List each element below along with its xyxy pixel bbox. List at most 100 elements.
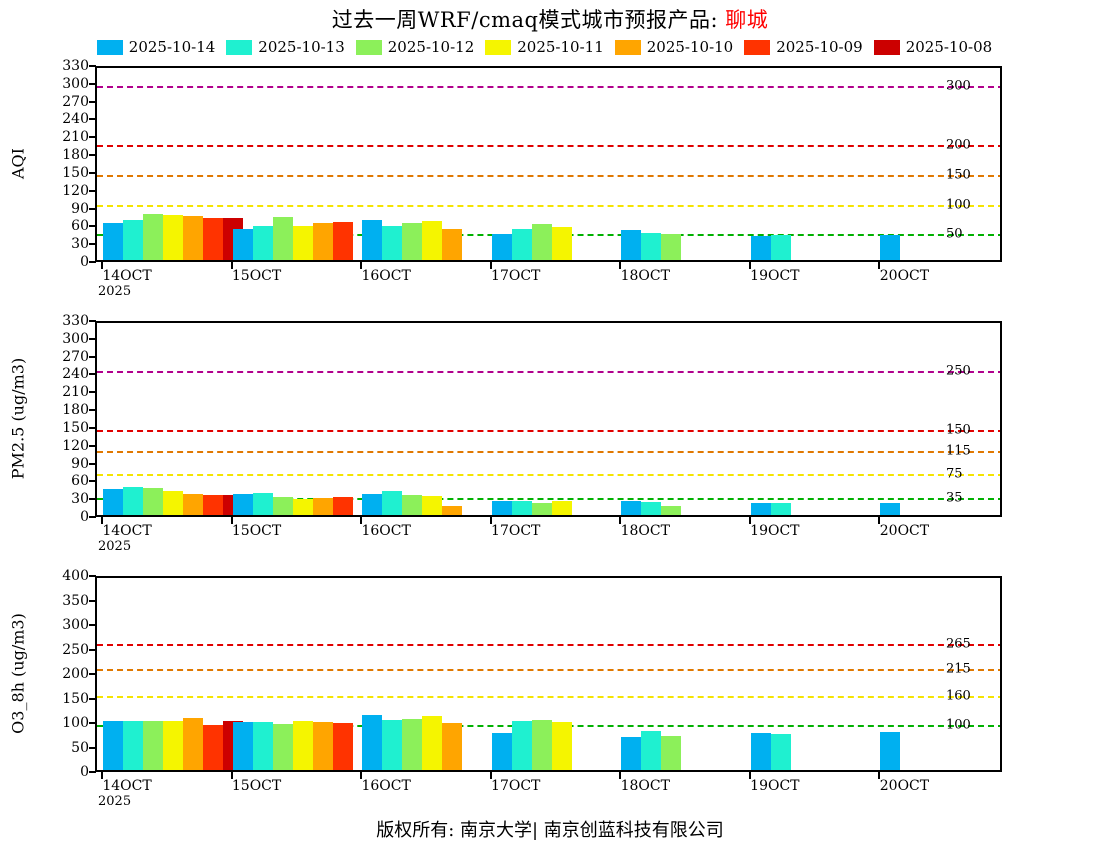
y-tick-mark [89, 624, 96, 626]
x-tick-label: 20OCT [879, 778, 930, 794]
y-tick-label: 250 [62, 641, 89, 658]
bar [232, 228, 253, 260]
legend-swatch [744, 39, 771, 55]
y-tick-mark [89, 355, 96, 358]
y-tick-label: 60 [71, 218, 89, 235]
y-tick-mark [89, 722, 96, 724]
bar [621, 500, 642, 515]
bar [442, 505, 463, 515]
x-tick-mark [489, 517, 492, 524]
y-tick-label: 0 [80, 254, 89, 270]
bar [511, 229, 532, 260]
x-tick-label: 20OCT [879, 268, 930, 284]
bar [661, 233, 682, 260]
bar [312, 223, 333, 260]
bar [661, 506, 682, 515]
x-tick-mark [619, 262, 622, 269]
y-tick-label: 400 [62, 568, 89, 584]
threshold-label: 100 [946, 197, 971, 213]
threshold-label: 100 [946, 717, 971, 733]
y-axis-label: O3_8h (ug/m3) [8, 613, 28, 734]
y-tick-mark [89, 575, 96, 577]
y-tick-label: 270 [62, 93, 89, 110]
x-tick-mark [101, 517, 103, 524]
y-axis-label: AQI [8, 148, 28, 179]
bar [203, 217, 223, 260]
bar [382, 491, 403, 515]
bar [183, 718, 203, 770]
legend-label: 2025-10-10 [646, 38, 734, 56]
bar [621, 230, 642, 260]
bar [123, 720, 143, 770]
y-tick-label: 150 [62, 419, 89, 436]
bar [661, 736, 682, 770]
bar [750, 235, 771, 260]
bar [511, 720, 532, 770]
bar [272, 217, 293, 260]
y-tick-label: 210 [62, 129, 89, 146]
legend-item: 2025-10-11 [485, 38, 604, 56]
x-axis-year-label: 2025 [98, 539, 132, 554]
y-tick-mark [89, 337, 96, 340]
x-tick-mark [230, 517, 233, 524]
y-tick-mark [89, 65, 96, 67]
bar [402, 222, 423, 260]
x-tick-label: 17OCT [491, 778, 541, 794]
bar [143, 721, 163, 770]
threshold-line [97, 668, 1000, 671]
bar [770, 503, 791, 515]
x-tick-label: 18OCT [620, 523, 670, 539]
bar [422, 221, 443, 260]
x-tick-mark [748, 262, 751, 269]
bar [491, 233, 512, 260]
y-tick-mark [89, 82, 96, 85]
x-tick-mark [748, 517, 751, 524]
bar [770, 734, 791, 770]
x-axis-year-label: 2025 [98, 794, 132, 809]
y-tick-label: 300 [62, 617, 89, 633]
y-tick-mark [89, 225, 96, 228]
x-tick-label: 18OCT [620, 778, 670, 794]
legend-item: 2025-10-09 [744, 38, 863, 56]
x-tick-mark [489, 772, 492, 779]
bar [143, 213, 163, 260]
y-tick-mark [89, 746, 96, 749]
threshold-label: 75 [946, 466, 963, 482]
bar [422, 496, 443, 515]
y-tick-mark [89, 207, 96, 210]
y-tick-mark [89, 409, 96, 412]
x-tick-label: 20OCT [879, 523, 930, 539]
x-tick-label: 19OCT [750, 268, 800, 284]
bar [641, 501, 662, 515]
y-tick-label: 100 [62, 715, 89, 731]
bar [402, 495, 423, 515]
x-tick-mark [878, 517, 881, 524]
x-tick-mark [489, 262, 492, 269]
y-tick-label: 240 [62, 111, 89, 128]
y-tick-mark [89, 771, 96, 773]
legend-swatch [614, 39, 641, 55]
y-tick-label: 90 [71, 455, 89, 472]
threshold-label: 200 [946, 137, 971, 153]
bar [422, 715, 443, 770]
x-tick-mark [360, 517, 363, 524]
bar [770, 235, 791, 260]
legend-swatch [355, 39, 382, 55]
bar [551, 227, 572, 260]
bar [382, 719, 403, 770]
plot-area: 50 100 150 200 300 [95, 66, 1002, 262]
legend-label: 2025-10-08 [905, 38, 993, 56]
bar [292, 498, 313, 515]
y-tick-label: 200 [62, 666, 89, 682]
bar [402, 718, 423, 770]
x-tick-label: 16OCT [361, 523, 411, 539]
bar [163, 721, 183, 770]
y-tick-mark [89, 136, 96, 139]
x-tick-mark [101, 262, 103, 269]
y-tick-label: 330 [62, 58, 89, 74]
y-tick-mark [89, 599, 96, 602]
x-tick-mark [230, 262, 233, 269]
y-tick-label: 350 [62, 592, 89, 609]
legend-label: 2025-10-11 [517, 38, 604, 56]
bar [641, 730, 662, 770]
